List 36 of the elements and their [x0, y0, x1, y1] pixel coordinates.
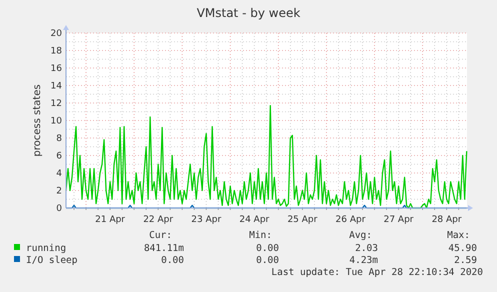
- y-tick-label: 14: [50, 82, 62, 92]
- text: 841.11m: [144, 243, 184, 254]
- x-tick-label: 23 Apr: [191, 215, 222, 225]
- y-tick-label: 12: [50, 99, 62, 110]
- y-tick-label: 0: [56, 204, 62, 214]
- text: 2.03: [355, 243, 378, 254]
- y-tick-label: 10: [50, 116, 62, 127]
- text: Cur:: [149, 230, 172, 241]
- text: Min:: [249, 230, 272, 241]
- legend-label: I/O sleep: [26, 255, 78, 266]
- x-tick-label: 25 Apr: [287, 215, 318, 225]
- y-tick-label: 4: [56, 169, 62, 180]
- text: 0.00: [256, 255, 280, 266]
- text: 2.59: [454, 255, 478, 266]
- y-tick-label: 16: [50, 64, 62, 74]
- x-tick-label: 26 Apr: [336, 215, 366, 225]
- text: 45.90: [448, 243, 478, 254]
- text: Last update: Tue Apr 28 22:10:34 2020: [271, 267, 484, 278]
- x-tick-label: 22 Apr: [143, 215, 174, 225]
- text: 0.00: [256, 243, 280, 254]
- text: 0.00: [161, 255, 184, 266]
- y-axis-title: process states: [32, 84, 43, 157]
- y-tick-label: 18: [50, 46, 62, 57]
- legend-label: running: [26, 243, 66, 254]
- y-tick-label: 2: [56, 186, 62, 197]
- y-tick-label: 20: [50, 29, 62, 40]
- text: 4.23m: [349, 255, 378, 266]
- text: Avg:: [349, 230, 372, 241]
- text: Max:: [447, 230, 470, 241]
- y-tick-label: 8: [56, 134, 62, 144]
- x-tick-label: 21 Apr: [95, 215, 126, 225]
- x-tick-label: 28 Apr: [432, 215, 462, 225]
- chart-title: VMstat - by week: [196, 6, 300, 20]
- y-tick-label: 6: [56, 152, 62, 162]
- x-tick-label: 27 Apr: [384, 215, 414, 225]
- x-tick-label: 24 Apr: [239, 215, 270, 225]
